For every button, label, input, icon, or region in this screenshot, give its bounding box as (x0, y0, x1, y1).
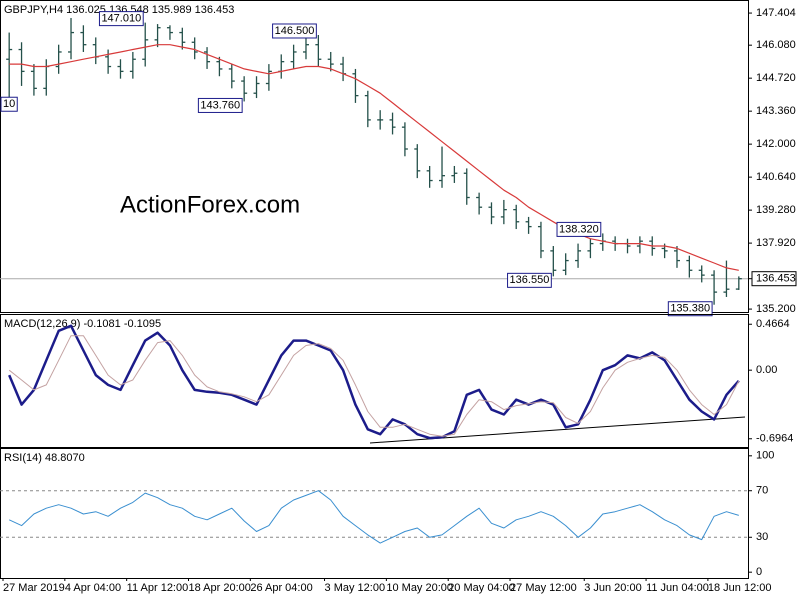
annotation-label: 146.500 (275, 25, 315, 37)
y-tick-label: 143.360 (756, 105, 796, 117)
panel-frame (0, 448, 749, 579)
panel-title: RSI(14) 48.8070 (4, 452, 85, 464)
x-tick-label: 11 Jun 04:00 (646, 582, 709, 594)
annotation-box (272, 23, 317, 39)
y-tick-label: 100 (756, 450, 774, 462)
series-line (8, 490, 739, 544)
y-tick-label: 0.4664 (756, 318, 790, 330)
panel-title: GBPJPY,H4 136.025 136.548 135.989 136.45… (4, 4, 234, 16)
annotation-box (667, 301, 713, 317)
x-tick-label: 26 Apr 04:00 (250, 582, 312, 594)
annotation-label: 135.380 (670, 303, 710, 315)
series-line (9, 44, 739, 271)
y-tick-label: 136.453 (756, 273, 796, 285)
annotation-box (507, 272, 552, 288)
x-tick-label: 20 May 04:00 (448, 582, 515, 594)
y-tick-label: 147.404 (756, 7, 796, 19)
y-tick-label: 0 (756, 566, 762, 578)
panel-frame (0, 314, 749, 448)
panel-title: MACD(12,26,9) -0.1081 -0.1095 (4, 318, 161, 330)
y-tick-label: 139.280 (756, 204, 796, 216)
annotation-box (197, 97, 243, 113)
series-line (8, 335, 740, 437)
x-tick-label: 3 May 12:00 (325, 582, 386, 594)
annotation-box (98, 11, 144, 27)
annotation-label: 136.550 (510, 274, 550, 286)
series-line (8, 324, 740, 440)
annotation-box (556, 221, 602, 237)
y-tick-label: 137.920 (756, 237, 796, 249)
y-tick-label: 144.720 (756, 72, 796, 84)
y-tick-label: 70 (756, 485, 768, 497)
annotation-label: 143.760 (200, 99, 240, 111)
annotation-label: 138.320 (559, 223, 599, 235)
y-tick-label: 0.00 (756, 364, 777, 376)
annotation-label: 10 (3, 98, 15, 110)
x-tick-label: 27 Mar 2019 (3, 582, 65, 594)
y-tick-label: 30 (756, 531, 768, 543)
annotation-box (0, 96, 18, 112)
y-tick-label: 142.000 (756, 138, 796, 150)
annotation-label: 147.010 (101, 13, 141, 25)
x-tick-label: 3 Jun 20:00 (584, 582, 642, 594)
price-box (751, 271, 797, 287)
x-tick-label: 27 May 12:00 (510, 582, 577, 594)
y-tick-label: 146.080 (756, 39, 796, 51)
y-tick-label: 140.640 (756, 171, 796, 183)
x-tick-label: 18 Apr 20:00 (189, 582, 251, 594)
y-tick-label: 135.200 (756, 303, 796, 315)
x-tick-label: 18 Jun 12:00 (708, 582, 772, 594)
y-tick-label: -0.6964 (756, 433, 793, 445)
panel-frame (0, 0, 749, 313)
x-tick-label: 4 Apr 04:00 (65, 582, 121, 594)
x-tick-label: 11 Apr 12:00 (127, 582, 189, 594)
x-tick-label: 10 May 20:00 (386, 582, 453, 594)
watermark: ActionForex.com (120, 191, 300, 218)
